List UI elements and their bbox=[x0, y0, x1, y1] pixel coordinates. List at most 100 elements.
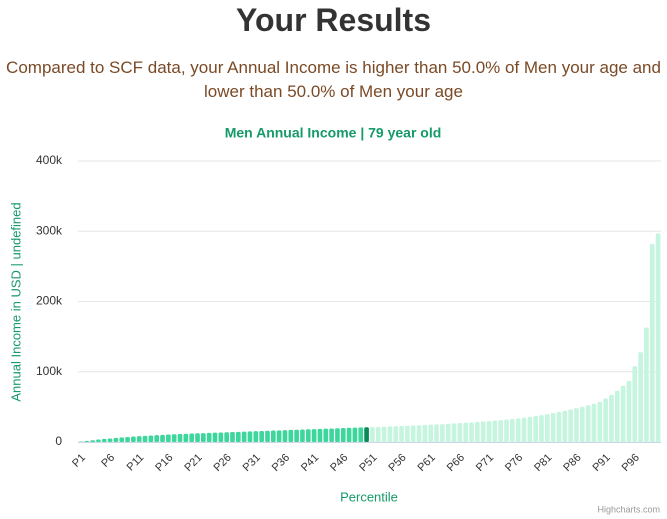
bar bbox=[90, 440, 95, 442]
bar bbox=[480, 421, 486, 442]
bar bbox=[125, 436, 130, 442]
bar bbox=[253, 431, 259, 442]
bar bbox=[131, 436, 136, 442]
bar bbox=[434, 424, 439, 442]
bar bbox=[591, 403, 597, 442]
bar bbox=[329, 428, 334, 442]
bar bbox=[445, 423, 451, 442]
y-axis-title: Annual Income in USD | undefined bbox=[8, 202, 23, 401]
bar bbox=[597, 401, 603, 442]
result-summary: Compared to SCF data, your Annual Income… bbox=[6, 58, 661, 101]
bar bbox=[568, 409, 573, 442]
bar bbox=[154, 435, 160, 442]
bar bbox=[533, 416, 538, 442]
x-tick-label: P61 bbox=[416, 452, 438, 474]
x-tick-label: P11 bbox=[125, 452, 147, 474]
bar bbox=[300, 429, 305, 442]
bar bbox=[218, 432, 224, 442]
bar bbox=[113, 437, 119, 442]
x-axis-title: Percentile bbox=[340, 489, 398, 504]
bar bbox=[96, 439, 101, 442]
x-tick-label: P36 bbox=[270, 452, 292, 474]
chart-title: Men Annual Income | 79 year old bbox=[225, 125, 442, 141]
bar bbox=[486, 421, 492, 442]
bar bbox=[101, 438, 107, 442]
x-tick-label: P81 bbox=[532, 452, 554, 474]
x-tick-label: P46 bbox=[328, 452, 350, 474]
bar bbox=[393, 426, 399, 442]
bar bbox=[259, 430, 264, 442]
bar bbox=[574, 408, 579, 442]
bar bbox=[475, 421, 480, 442]
bar bbox=[515, 418, 521, 442]
bar bbox=[614, 390, 620, 442]
bar bbox=[335, 428, 340, 442]
bar bbox=[544, 414, 550, 442]
bar bbox=[416, 425, 422, 442]
bar bbox=[265, 430, 270, 442]
bar bbox=[562, 410, 568, 442]
bar bbox=[247, 431, 253, 442]
x-tick-label: P6 bbox=[99, 452, 117, 470]
bar bbox=[107, 438, 113, 442]
x-tick-label: P26 bbox=[212, 452, 234, 474]
bar bbox=[370, 427, 375, 442]
bar bbox=[201, 433, 206, 442]
x-tick-label: P56 bbox=[386, 452, 408, 474]
bar bbox=[521, 417, 527, 442]
x-tick-label: P86 bbox=[561, 452, 583, 474]
bar bbox=[282, 430, 288, 442]
bar bbox=[305, 429, 311, 442]
bar bbox=[346, 427, 352, 442]
bar bbox=[364, 427, 369, 442]
bar bbox=[603, 398, 608, 442]
bar bbox=[539, 415, 544, 442]
x-tick-label: P71 bbox=[474, 452, 496, 474]
bar bbox=[399, 425, 404, 442]
bar bbox=[317, 428, 323, 442]
bar bbox=[405, 425, 410, 442]
bar bbox=[375, 426, 381, 442]
bar bbox=[276, 430, 282, 442]
x-tick-label: P51 bbox=[357, 452, 379, 474]
x-tick-label: P96 bbox=[620, 452, 642, 474]
bar bbox=[504, 419, 509, 442]
bar bbox=[340, 428, 346, 442]
bar bbox=[492, 420, 498, 442]
page-title: Your Results bbox=[236, 2, 431, 38]
bar bbox=[463, 422, 469, 442]
bar bbox=[638, 352, 643, 442]
y-tick-label: 400k bbox=[36, 153, 63, 167]
bar bbox=[457, 423, 463, 442]
bar bbox=[469, 422, 474, 442]
x-tick-label: P21 bbox=[182, 452, 204, 474]
x-tick-label: P16 bbox=[153, 452, 175, 474]
bar bbox=[644, 327, 649, 442]
x-tick-label: P76 bbox=[503, 452, 525, 474]
y-tick-label: 200k bbox=[36, 294, 63, 308]
credit[interactable]: Highcharts.com bbox=[597, 504, 660, 514]
x-tick-label: P31 bbox=[241, 452, 263, 474]
bar bbox=[311, 429, 317, 442]
bar bbox=[381, 426, 387, 442]
bar bbox=[323, 428, 329, 442]
bar bbox=[230, 432, 235, 442]
y-tick-label: 300k bbox=[36, 223, 63, 237]
bar bbox=[632, 366, 638, 442]
bar bbox=[294, 429, 299, 442]
bar bbox=[166, 434, 171, 442]
bar bbox=[510, 418, 515, 442]
bar bbox=[358, 427, 364, 442]
bar bbox=[556, 411, 562, 442]
bar bbox=[206, 432, 212, 442]
bar bbox=[422, 424, 428, 442]
bar bbox=[195, 433, 200, 442]
bar bbox=[410, 425, 416, 442]
bar bbox=[440, 424, 445, 442]
bar bbox=[183, 433, 189, 442]
bar bbox=[142, 435, 148, 442]
bar bbox=[352, 427, 358, 442]
bar bbox=[428, 424, 434, 442]
bar bbox=[498, 420, 504, 442]
